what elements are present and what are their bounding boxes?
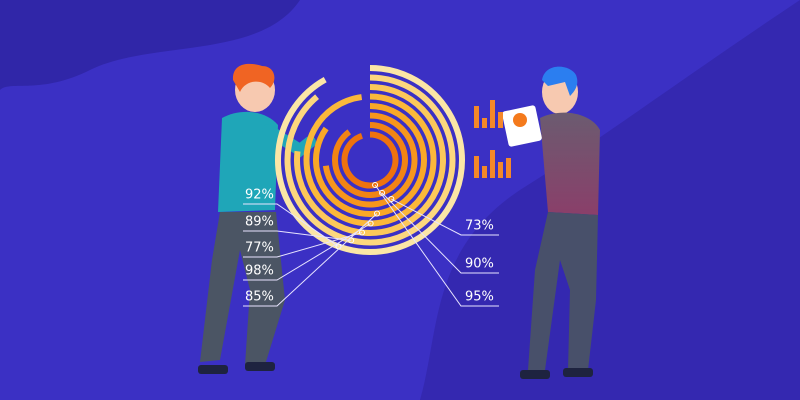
leader-line (381, 192, 499, 274)
value-label: 92% (245, 188, 274, 203)
leader-dot (367, 220, 374, 227)
blob (420, 0, 800, 400)
radial-bar (275, 65, 465, 255)
leader-dot (358, 229, 365, 236)
leader-line (243, 230, 352, 241)
radial-bar (322, 112, 418, 208)
leader-dot (374, 210, 381, 217)
value-label: 73% (465, 219, 494, 234)
radial-bar (341, 131, 399, 189)
value-label: 95% (465, 290, 494, 305)
leader-line (243, 213, 378, 307)
leader-line (374, 184, 499, 307)
value-label: 90% (465, 257, 494, 272)
radial-bar (294, 84, 446, 236)
person-right (502, 66, 600, 379)
value-label: 77% (245, 241, 274, 256)
leader-line (243, 223, 371, 281)
radial-bar (284, 74, 456, 246)
leader-line (391, 198, 499, 236)
leader-dot (388, 196, 395, 203)
value-label: 89% (245, 215, 274, 230)
equalizer (474, 100, 511, 178)
leader-dot (372, 181, 379, 188)
radial-bar (303, 93, 437, 227)
value-label: 85% (245, 290, 274, 305)
leader-line (243, 232, 363, 258)
blob (0, 0, 300, 90)
radial-bar (313, 103, 427, 217)
leader-line (243, 203, 339, 247)
radial-chart: 92% 89% 77% 98% 85% 73% 90% 95% (243, 65, 499, 307)
value-label: 98% (245, 264, 274, 279)
